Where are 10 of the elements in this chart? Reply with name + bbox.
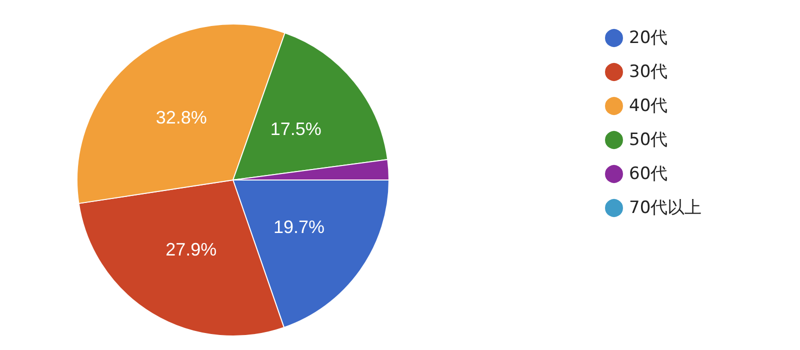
legend-label: 50代: [629, 130, 668, 150]
legend-label: 60代: [629, 164, 668, 184]
data-label: 19.7%: [273, 216, 324, 237]
legend-label: 70代以上: [629, 198, 702, 218]
data-label: 17.5%: [270, 118, 322, 139]
legend-label: 30代: [629, 62, 668, 82]
legend-label: 20代: [629, 28, 668, 48]
data-label: 32.8%: [156, 108, 207, 128]
legend-label: 40代: [629, 96, 668, 116]
data-label: 27.9%: [166, 239, 217, 260]
